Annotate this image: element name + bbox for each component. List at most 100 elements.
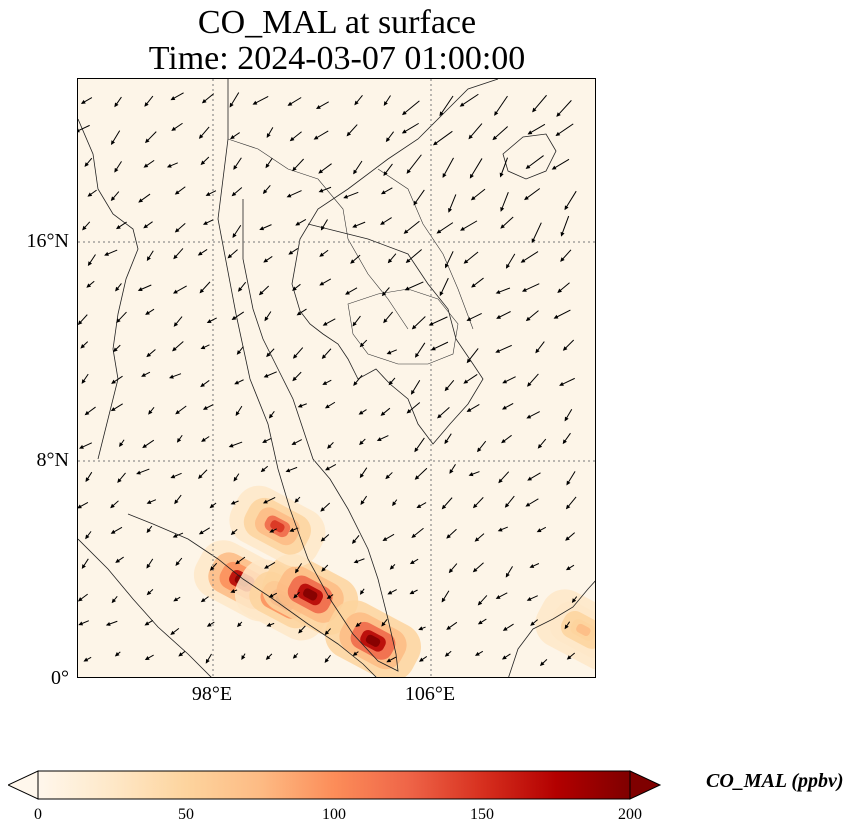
- wind-vector-head: [562, 439, 567, 445]
- wind-vector-head: [79, 444, 84, 449]
- wind-vector-arrow: [556, 100, 572, 117]
- wind-vector-head: [436, 229, 442, 234]
- wind-vector-head: [78, 128, 80, 133]
- wind-vector-head: [466, 317, 472, 321]
- wind-vector-head: [319, 252, 324, 257]
- wind-vector-head: [527, 476, 533, 481]
- wind-vector-head: [409, 560, 415, 565]
- wind-vector-head: [83, 657, 89, 662]
- wind-vector-head: [114, 102, 119, 108]
- wind-vector-head: [143, 224, 149, 229]
- wind-vector-head: [176, 437, 182, 443]
- wind-vector-head: [346, 131, 352, 137]
- wind-vector-head: [474, 651, 480, 656]
- wind-vector-head: [445, 263, 449, 269]
- colorbar-tick-150: 150: [470, 806, 494, 823]
- wind-vector-head: [315, 105, 321, 109]
- wind-vector-head: [406, 169, 411, 174]
- wind-vector-head: [498, 478, 503, 484]
- wind-vector-head: [359, 342, 365, 348]
- wind-vector-head: [262, 499, 268, 504]
- wind-vector-head: [477, 600, 483, 606]
- wind-vector-head: [469, 173, 474, 179]
- wind-vector-head: [114, 652, 120, 657]
- wind-vector-head: [230, 134, 235, 140]
- wind-vector-head: [459, 102, 465, 107]
- wind-vector-head: [536, 528, 542, 533]
- wind-vector-head: [539, 661, 545, 667]
- wind-vector-head: [202, 220, 208, 225]
- wind-vector-head: [198, 530, 204, 535]
- wind-vector-head: [376, 437, 382, 441]
- wind-vector-head: [104, 251, 109, 256]
- wind-vector-head: [82, 225, 87, 231]
- wind-vector-head: [237, 287, 243, 292]
- wind-vector-head: [235, 411, 240, 416]
- wind-vector-head: [200, 597, 206, 603]
- wind-vector-head: [252, 100, 258, 105]
- wind-vector-head: [321, 567, 326, 572]
- wind-vector-head: [201, 98, 207, 104]
- wind-vector-head: [197, 251, 203, 256]
- wind-vector-head: [313, 135, 319, 140]
- wind-vector-head: [405, 258, 411, 263]
- wind-vector-head: [115, 224, 121, 230]
- wind-vector-head: [444, 439, 449, 445]
- wind-vector-head: [236, 350, 242, 355]
- wind-vector-head: [559, 382, 564, 386]
- wind-vector-head: [383, 318, 388, 324]
- wind-vector-head: [111, 379, 116, 384]
- wind-vector-head: [113, 347, 118, 353]
- colorbar-gradient: [37, 770, 631, 800]
- wind-vector-head: [353, 169, 358, 175]
- wind-vector-head: [501, 655, 507, 660]
- wind-vector-head: [286, 193, 292, 198]
- wind-vector-head: [474, 537, 480, 542]
- wind-vector-head: [387, 590, 393, 595]
- wind-vector-head: [360, 500, 365, 506]
- wind-vector-head: [199, 288, 205, 294]
- wind-vector-head: [296, 311, 302, 316]
- wind-vector-head: [268, 413, 274, 419]
- wind-vector-head: [198, 474, 203, 479]
- wind-vector-head: [110, 407, 116, 412]
- wind-vector-head: [320, 537, 326, 542]
- wind-vector-arrow: [500, 192, 509, 211]
- wind-vector-head: [404, 286, 410, 291]
- wind-vector-head: [505, 572, 510, 578]
- wind-vector-arrow: [402, 100, 420, 115]
- map-time-subtitle: Time: 2024-03-07 01:00:00: [148, 40, 526, 77]
- wind-vector-head: [413, 200, 418, 206]
- wind-vector-head: [262, 439, 267, 443]
- wind-vector-head: [137, 287, 143, 292]
- wind-vector-head: [289, 136, 295, 142]
- wind-vector-head: [85, 477, 90, 483]
- wind-vector-head: [294, 498, 300, 503]
- wind-vector-head: [231, 315, 237, 321]
- wind-vector-head: [497, 527, 503, 532]
- wind-vector-head: [173, 254, 178, 260]
- co-concentration-layer: [193, 485, 595, 677]
- wind-vector-head: [172, 346, 177, 352]
- wind-vector-head: [439, 111, 444, 117]
- wind-vector-head: [495, 348, 501, 353]
- wind-vector-head: [111, 598, 117, 604]
- wind-vector-head: [351, 539, 357, 544]
- colorbar-extend-high: [629, 770, 662, 800]
- coastline-malay-peninsula: [217, 79, 399, 672]
- wind-vector-head: [288, 250, 294, 255]
- wind-vector-head: [170, 474, 176, 479]
- wind-vector-head: [437, 413, 442, 419]
- wind-vector-head: [444, 652, 450, 657]
- colorbar: [8, 770, 662, 800]
- wind-vector-head: [166, 163, 172, 168]
- wind-vector-head: [389, 565, 395, 570]
- wind-vector-head: [84, 162, 89, 167]
- co-hotspot-block: [302, 588, 318, 601]
- wind-vector-arrow: [406, 154, 422, 174]
- wind-vector-head: [115, 286, 120, 292]
- wind-vector-head: [117, 478, 122, 483]
- wind-vector-head: [527, 130, 533, 135]
- wind-vector-head: [532, 107, 537, 113]
- wind-vector-head: [87, 261, 93, 267]
